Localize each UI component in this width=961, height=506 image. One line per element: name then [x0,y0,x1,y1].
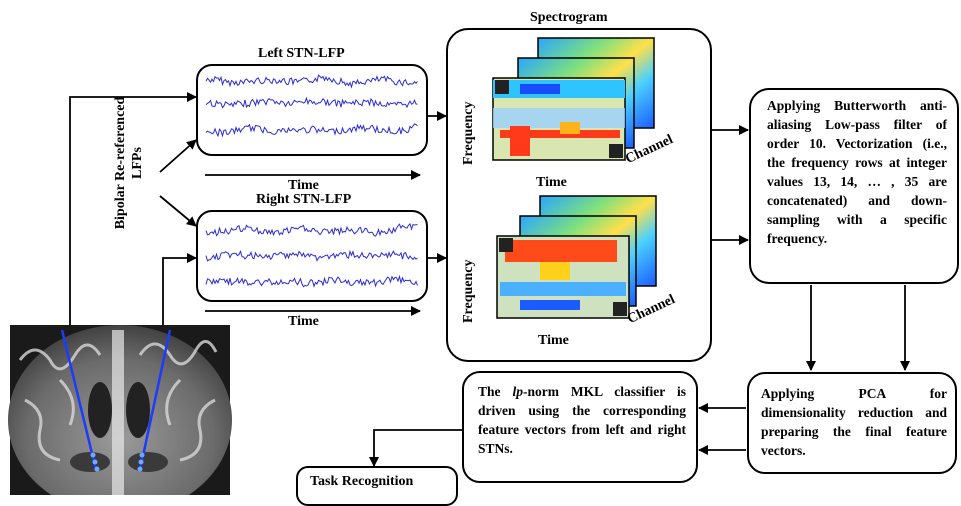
arrow-brain-to-right-lfp [162,253,197,330]
lfp-trace [205,123,418,138]
spectrogram-stack-top [492,37,655,161]
pca-box: Applying PCA for dimensionality reductio… [747,372,957,474]
time-label-left: Time [288,178,319,193]
right-stn-lfp-label: Right STN-LFP [256,192,352,207]
arrow-brain-to-left-lfp [69,92,197,330]
left-electrode-lead [60,329,98,471]
brain-mri-image [8,325,232,495]
lfp-trace [205,249,418,262]
left-stn-lfp-label: Left STN-LFP [258,46,345,61]
time-label-right: Time [288,314,319,329]
task-recognition-label: Task Recognition [310,474,414,489]
lfp-trace [205,96,418,109]
mkl-text-suffix: -norm MKL classifier is driven using the… [478,384,686,456]
right-stn-lfp-box [196,210,428,302]
arrow-bipolar-to-right [159,195,197,227]
lfp-trace [205,222,418,237]
right-electrode-lead [138,329,172,471]
arrow-bipolar-to-left [159,139,197,173]
mkl-text-prefix: The [478,384,513,399]
mkl-box: The lp-norm MKL classifier is driven usi… [462,371,698,483]
lfp-trace [205,274,418,288]
spectrogram-title: Spectrogram [530,10,608,25]
mkl-text-italic: lp [512,384,523,399]
mkl-text: The lp-norm MKL classifier is driven usi… [478,382,686,458]
lfp-trace [205,74,418,89]
butterworth-box: Applying Butterworth anti-aliasing Low-p… [749,88,959,284]
pca-text: Applying PCA for dimensionality reductio… [761,386,947,458]
spectrogram-stack-bottom [496,195,657,319]
time-label-spec-top: Time [536,175,567,190]
spectrogram-images [492,37,657,319]
freq-label-bottom-text: Frequency [461,259,476,323]
arrow-mkl-to-task [369,429,462,467]
freq-label-top-text: Frequency [461,101,476,165]
time-label-spec-bottom: Time [538,333,569,348]
butterworth-text: Applying Butterworth anti-aliasing Low-p… [767,98,947,246]
lfp-signals [205,74,418,288]
left-stn-lfp-box [196,64,428,156]
